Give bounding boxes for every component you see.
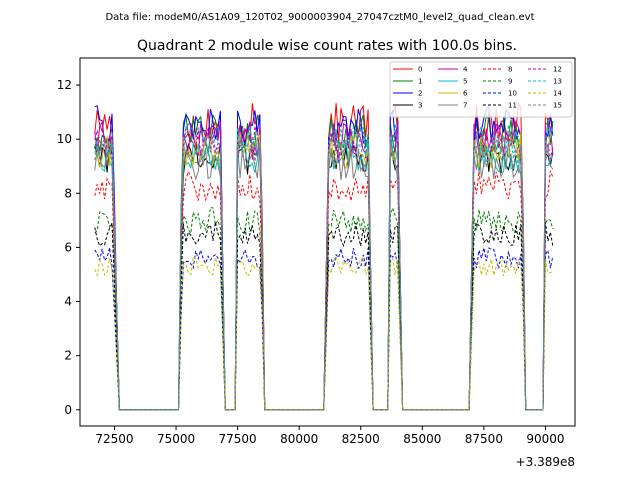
series-line-6 (94, 132, 554, 411)
legend-label-13: 13 (553, 78, 562, 86)
y-tick-label: 6 (64, 240, 72, 254)
x-tick-label: 75000 (157, 432, 195, 446)
legend-label-7: 7 (463, 102, 467, 110)
legend-label-10: 10 (508, 90, 517, 98)
series-line-0 (94, 101, 554, 411)
series-line-12 (94, 126, 554, 411)
legend-label-2: 2 (418, 90, 422, 98)
legend-label-0: 0 (418, 66, 422, 74)
series-line-7 (94, 146, 554, 411)
legend-label-3: 3 (418, 102, 422, 110)
plot-frame (79, 57, 576, 427)
y-tick-label: 10 (57, 132, 72, 146)
series-layer (94, 101, 554, 411)
x-tick-label: 87500 (465, 432, 503, 446)
legend-label-12: 12 (553, 66, 562, 74)
x-tick-label: 90000 (526, 432, 564, 446)
legend-label-9: 9 (508, 78, 512, 86)
y-tick-label: 12 (57, 78, 72, 92)
legend-label-1: 1 (418, 78, 422, 86)
y-tick-label: 2 (64, 349, 72, 363)
x-tick-label: 85000 (403, 432, 441, 446)
chart-title: Quadrant 2 module wise count rates with … (137, 38, 517, 54)
series-line-9 (94, 206, 554, 411)
x-axis: 72500 75000 77500 80000 82500 85000 87500 90000 (95, 426, 565, 446)
x-tick-label: 72500 (95, 432, 133, 446)
x-tick-label: 80000 (280, 432, 318, 446)
y-tick-label: 8 (64, 186, 72, 200)
x-tick-label: 77500 (219, 432, 257, 446)
y-axis: 0 2 4 6 8 10 12 (57, 78, 80, 417)
legend-label-6: 6 (463, 90, 468, 98)
x-offset-label: +3.389e8 (516, 455, 575, 469)
legend-label-14: 14 (553, 90, 562, 98)
series-line-15 (94, 131, 553, 411)
x-tick-label: 82500 (342, 432, 380, 446)
legend-label-8: 8 (508, 66, 512, 74)
y-tick-label: 4 (64, 295, 72, 309)
legend-frame (389, 61, 573, 118)
series-line-8 (94, 170, 554, 411)
series-line-1 (94, 113, 554, 411)
legend-label-15: 15 (553, 102, 562, 110)
y-tick-label: 0 (64, 403, 72, 417)
legend-label-11: 11 (508, 102, 517, 110)
suptitle: Data file: modeM0/AS1A09_120T02_90000039… (105, 12, 534, 23)
legend-label-5: 5 (463, 78, 467, 86)
legend-label-4: 4 (463, 66, 468, 74)
